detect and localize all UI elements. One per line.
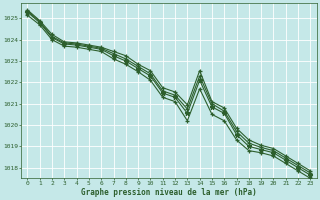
X-axis label: Graphe pression niveau de la mer (hPa): Graphe pression niveau de la mer (hPa) — [81, 188, 257, 197]
